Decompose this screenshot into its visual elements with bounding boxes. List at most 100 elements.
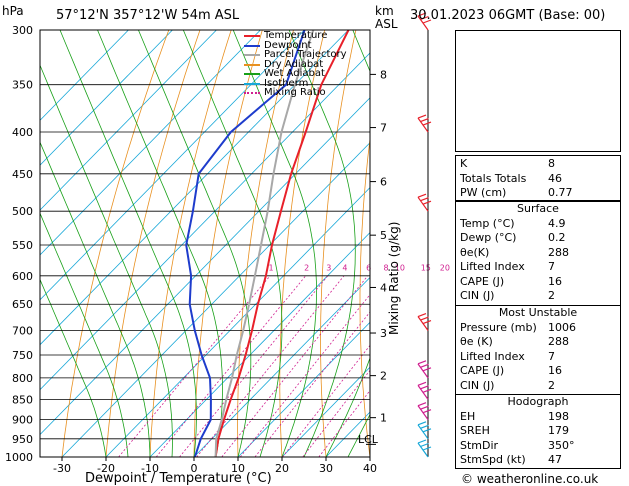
isotherm-line [40,30,129,121]
wind-barb [417,12,432,31]
surface-label: Dewp (°C) [460,231,517,244]
wind-barb [417,421,432,440]
pressure-tick-label: 700 [12,325,33,338]
km-tick-label: 3 [380,327,387,340]
wind-barb-flag [417,381,427,386]
most-unstable-row: θe (K) 288 [456,335,620,350]
wind-barb [417,193,432,212]
most-unstable-label: CIN (J) [460,378,495,392]
hodograph-stat-value: 179 [548,424,569,437]
legend-label: Parcel Trajectory [264,49,347,60]
wind-barb [417,439,432,458]
pressure-tick-label: 300 [12,24,33,37]
wind-barb-flag [422,19,432,24]
hodograph-stat-row: StmSpd (kt) 47 [456,453,620,468]
hodograph-stat-row: SREH 179 [456,424,620,439]
surface-panel: Surface Temp (°C) 4.9 Dewp (°C) 0.2 θe(K) 288… [455,201,621,306]
hodograph-stat-value: 350° [548,438,575,452]
hodograph-stat-label: StmDir [460,438,499,452]
legend-item: Dry Adiabat [244,59,347,69]
hodograph-stat-value: 47 [548,453,562,466]
mixing-ratio-line [179,275,329,457]
isotherm-line [40,52,370,391]
most-unstable-title: Most Unstable [498,306,578,319]
mixing-ratio-label: 8 [383,264,388,273]
wind-barb-flag [417,421,427,426]
wind-barb-flag [420,424,429,429]
km-tick-label: 1 [380,412,387,425]
wind-barb-flag [420,385,429,390]
isotherm-line [193,276,370,457]
x-tick-label: 40 [363,462,377,475]
x-tick-label: -30 [53,462,71,475]
hodograph-title: Hodograph [507,395,569,408]
pressure-tick-label: 650 [12,298,33,311]
mixing-ratio-label: 2 [304,264,309,273]
hodograph-frame [455,30,621,152]
surface-row: CIN (J) 2 [456,289,620,304]
index-row: PW (cm) 0.77 [456,186,620,201]
wind-barb-flag [420,117,429,123]
surface-row: Temp (°C) 4.9 [456,217,620,232]
temperature-ticks: -30 -20 -10 0 10 20 30 40 [53,457,377,475]
most-unstable-label: Pressure (mb) [460,320,537,334]
most-unstable-row: CAPE (J) 16 [456,364,620,379]
mixing-ratio-label: 3 [326,264,331,273]
wind-barb-flag [422,446,432,451]
asl-unit: ASL [375,17,398,31]
x-tick-label: -20 [97,462,115,475]
most-unstable-row: Pressure (mb) 1006 [456,321,620,336]
legend-label: Temperature [264,30,328,41]
datetime-title: 30.01.2023 06GMT (Base: 00) [410,8,606,23]
most-unstable-label: θe (K) [460,335,493,348]
hodograph-stat-label: StmSpd (kt) [460,453,526,466]
surface-value: 288 [548,245,569,259]
km-tick-label: 5 [380,229,387,242]
pressure-tick-label: 350 [12,79,33,92]
wet-adiabat-line [325,30,370,457]
km-tick-label: 8 [380,68,387,81]
legend-item: Parcel Trajectory [244,50,347,60]
wind-barb [417,114,432,133]
pressure-ticks: 300 350 400 450 500 550 600 650 700 750 800 850 900 9… [5,24,33,464]
km-tick-label: 7 [380,122,387,135]
surface-value: 0.2 [548,231,566,244]
wind-barbs [417,12,432,458]
most-unstable-value: 16 [548,364,562,377]
wind-barb-flag [420,15,429,21]
km-axis: 1 2 3 4 5 6 7 8 [366,30,387,457]
legend-swatch [244,44,260,47]
wind-barb [417,312,432,331]
legend-item: Dewpoint [244,40,347,50]
isotherm-line [149,231,370,457]
mixing-ratio-label: 20 [440,264,450,273]
surface-row: Dewp (°C) 0.2 [456,231,620,246]
index-value: 0.77 [548,186,573,199]
pressure-tick-label: 950 [12,433,33,446]
surface-value: 7 [548,260,555,273]
most-unstable-value: 2 [548,378,555,392]
isotherm-line [61,142,370,457]
wind-barb [417,381,432,400]
isotherm-line [40,30,173,166]
pressure-tick-label: 900 [12,414,33,427]
wind-barb [417,402,432,420]
mixing-ratio-line [282,344,370,457]
wind-barb-flag [422,200,432,205]
surface-label: Lifted Index [460,260,525,273]
most-unstable-panel: Most Unstable Pressure (mb) 1006 θe (K) 288… [455,305,621,396]
mixing-ratio-axis-label: Mixing Ratio (g/kg) [387,221,401,335]
mixing-ratio-labels: 12346810152025 [269,264,465,273]
legend-item: Mixing Ratio [244,88,347,98]
isotherm-line [105,187,370,457]
indices-panel: K 8 Totals Totals 46 PW (cm) 0.77 [455,155,621,201]
legend-item: Temperature [244,31,347,41]
isotherm-line [281,366,370,457]
most-unstable-label: Lifted Index [460,349,525,363]
most-unstable-value: 288 [548,335,569,348]
wind-barb-flag [420,197,429,202]
wind-barb-flag [420,442,429,448]
wind-barb-flag [422,367,432,372]
wind-barb-flag [422,409,432,414]
